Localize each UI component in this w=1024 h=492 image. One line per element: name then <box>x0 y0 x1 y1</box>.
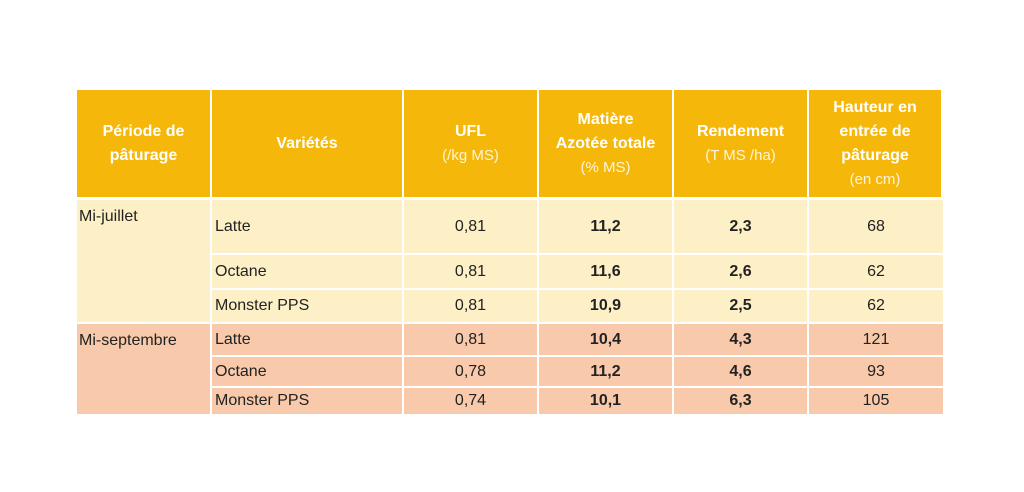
header-cell: Matière Azotée totale (% MS) <box>539 90 672 197</box>
header-title: Période de pâturage <box>102 122 185 164</box>
header-cell: Période de pâturage <box>77 90 210 197</box>
header-title: Hauteur en entrée de pâturage <box>833 98 917 164</box>
header-cell: Variétés <box>212 90 402 197</box>
value-cell: 0,81 <box>404 290 537 322</box>
header-unit: (% MS) <box>580 158 631 176</box>
value-cell: 68 <box>809 200 943 253</box>
value-cell: 11,2 <box>539 200 672 253</box>
value-cell: 10,9 <box>539 290 672 322</box>
header-unit: (T MS /ha) <box>705 146 776 164</box>
value-cell: 0,74 <box>404 388 537 414</box>
value-cell: 11,2 <box>539 357 672 386</box>
header-cell: Hauteur en entrée de pâturage (en cm) <box>809 90 941 197</box>
value-cell: 4,6 <box>674 357 807 386</box>
value-cell: 0,81 <box>404 255 537 288</box>
value-cell: 0,81 <box>404 200 537 253</box>
value-cell: 121 <box>809 324 943 355</box>
header-title: Rendement <box>696 122 785 140</box>
header-unit: (en cm) <box>849 170 901 188</box>
header-title: UFL <box>454 122 487 140</box>
variety-cell: Monster PPS <box>212 290 402 322</box>
value-cell: 2,3 <box>674 200 807 253</box>
variety-cell: Latte <box>212 324 402 355</box>
variety-cell: Octane <box>212 357 402 386</box>
value-cell: 4,3 <box>674 324 807 355</box>
value-cell: 11,6 <box>539 255 672 288</box>
period-cell: Mi-juillet <box>77 200 210 322</box>
variety-cell: Latte <box>212 200 402 253</box>
value-cell: 0,81 <box>404 324 537 355</box>
value-cell: 0,78 <box>404 357 537 386</box>
value-cell: 105 <box>809 388 943 414</box>
value-cell: 10,4 <box>539 324 672 355</box>
header-unit: (/kg MS) <box>442 146 499 164</box>
header-title: Matière Azotée totale <box>555 110 656 152</box>
variety-cell: Monster PPS <box>212 388 402 414</box>
value-cell: 62 <box>809 290 943 322</box>
value-cell: 93 <box>809 357 943 386</box>
value-cell: 62 <box>809 255 943 288</box>
variety-cell: Octane <box>212 255 402 288</box>
header-title: Variétés <box>276 134 338 152</box>
period-cell: Mi-septembre <box>77 324 210 414</box>
header-cell: Rendement (T MS /ha) <box>674 90 807 197</box>
value-cell: 10,1 <box>539 388 672 414</box>
value-cell: 2,5 <box>674 290 807 322</box>
value-cell: 6,3 <box>674 388 807 414</box>
header-cell: UFL (/kg MS) <box>404 90 537 197</box>
value-cell: 2,6 <box>674 255 807 288</box>
